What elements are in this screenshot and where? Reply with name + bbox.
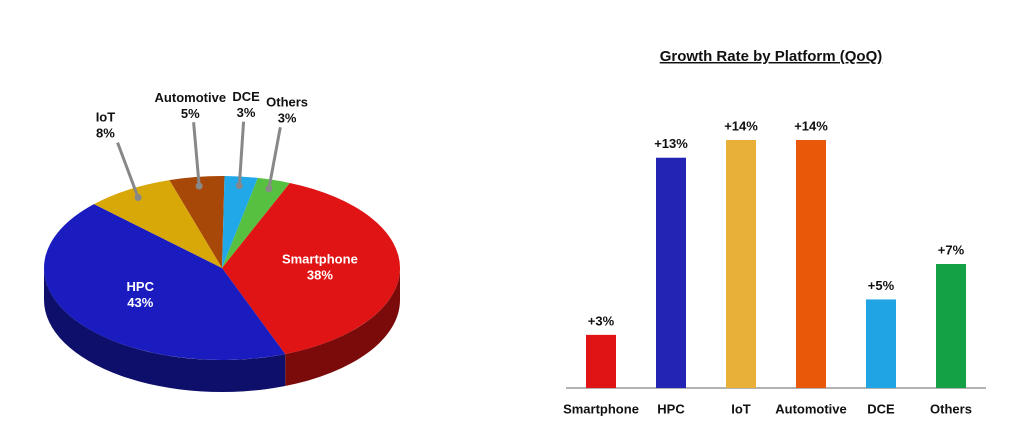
- leader-dot: [265, 185, 273, 193]
- slice-name: HPC: [127, 279, 155, 294]
- pie-slice: [169, 176, 225, 268]
- slice-name: DCE: [232, 90, 260, 105]
- slice-value: 43%: [127, 295, 153, 310]
- slice-name: Automotive: [155, 90, 227, 105]
- x-tick-label: DCE: [867, 401, 895, 416]
- slice-name: Smartphone: [282, 252, 358, 267]
- value-label: +14%: [724, 118, 758, 133]
- pie-sides: [44, 268, 400, 392]
- slice-value: 3%: [278, 111, 297, 126]
- leader-line: [192, 122, 201, 187]
- slice-label: DCE 3%: [232, 90, 260, 121]
- leader-dot: [195, 182, 203, 190]
- bar: [866, 299, 896, 388]
- slice-label: Automotive 5%: [155, 90, 227, 121]
- slice-value: 38%: [307, 268, 333, 283]
- slice-name: Others: [266, 95, 308, 110]
- pie-labels: Automotive 5%DCE 3%Others 3%Smartphone 38%HP…: [96, 90, 358, 311]
- leader-line: [267, 126, 282, 190]
- slice-value: 3%: [237, 106, 256, 121]
- pie-slice: [43, 204, 286, 360]
- pie-tops: [43, 176, 401, 360]
- slice-value: 5%: [181, 106, 200, 121]
- value-label: +7%: [938, 242, 965, 257]
- leader-dot: [134, 193, 142, 201]
- x-tick-label: HPC: [657, 401, 685, 416]
- slice-value: 8%: [96, 126, 115, 141]
- pie-slice: [222, 176, 258, 268]
- x-tick-label: IoT: [731, 401, 751, 416]
- slice-label: HPC 43%: [127, 279, 155, 310]
- x-tick-label: Smartphone: [563, 401, 639, 416]
- x-tick-label: Others: [930, 401, 972, 416]
- leader-line: [237, 121, 246, 186]
- bar: [586, 334, 616, 388]
- x-tick-label: Automotive: [775, 401, 847, 416]
- leader-line: [116, 142, 140, 198]
- slice-label: Smartphone 38%: [282, 252, 358, 283]
- value-label: +3%: [588, 313, 615, 328]
- value-label: +5%: [868, 278, 895, 293]
- slice-name: IoT: [96, 110, 116, 125]
- pie-slice: [222, 177, 290, 268]
- leader-dot: [235, 182, 243, 190]
- bar: [726, 140, 756, 388]
- pie-slice: [93, 180, 222, 268]
- bar: [796, 140, 826, 388]
- value-label: +13%: [654, 136, 688, 151]
- value-label: +14%: [794, 118, 828, 133]
- pie-side: [285, 268, 400, 387]
- slice-label: Others 3%: [266, 95, 308, 126]
- bar: [936, 264, 966, 388]
- pie-slice: [222, 182, 401, 355]
- bar: [656, 157, 686, 388]
- pie-side: [44, 268, 286, 392]
- chart-title: Growth Rate by Platform (QoQ): [660, 48, 883, 65]
- slice-label: IoT 8%: [96, 110, 116, 141]
